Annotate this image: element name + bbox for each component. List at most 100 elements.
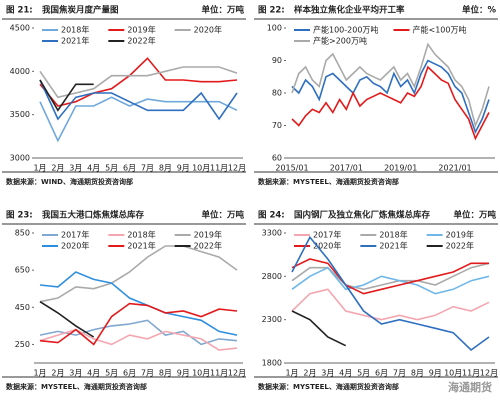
legend-label: 2020年	[61, 241, 89, 251]
x-tick-label: 6月	[375, 369, 388, 378]
x-tick-label: 1月	[33, 164, 46, 173]
x-tick-label: 3月	[321, 369, 334, 378]
source-note: 数据来源：WIND、海通期货投资咨询部	[6, 177, 133, 186]
x-tick-label: 8月	[159, 164, 172, 173]
legend-label: 2019年	[194, 230, 222, 240]
y-tick-label: 1800	[262, 359, 282, 368]
y-tick-label: 60	[272, 154, 282, 163]
x-tick-label: 2015/01	[275, 164, 308, 173]
x-tick-label: 8月	[159, 369, 172, 378]
series-line	[39, 245, 238, 303]
legend-label: 2019年	[446, 230, 474, 240]
unit-label: 单位：万吨	[453, 210, 496, 221]
series-line	[39, 66, 238, 99]
figure-label: 图 23:	[6, 211, 33, 221]
series-line	[39, 96, 238, 143]
series-line	[39, 271, 238, 336]
x-tick-label: 6月	[123, 369, 136, 378]
series-line	[291, 266, 490, 295]
series-line	[39, 302, 238, 346]
series-line	[291, 235, 490, 352]
x-tick-label: 11月	[210, 164, 228, 173]
series-line	[39, 328, 238, 351]
x-tick-label: 1月	[33, 369, 46, 378]
y-tick-label: 70	[272, 121, 282, 130]
y-tick-label: 450	[15, 303, 30, 312]
legend-label: 2018年	[61, 25, 89, 35]
x-tick-label: 7月	[393, 369, 406, 378]
series-line	[291, 59, 490, 135]
unit-label: 单位：%	[462, 5, 497, 16]
y-tick-label: 250	[15, 340, 30, 349]
x-tick-label: 9月	[429, 369, 442, 378]
y-tick-label: 3300	[262, 229, 282, 238]
x-tick-label: 4月	[87, 164, 100, 173]
series-line	[39, 79, 238, 121]
x-tick-label: 12月	[480, 369, 498, 378]
legend-label: 2020年	[194, 25, 222, 35]
legend-label: 产能>200万吨	[313, 36, 367, 46]
figure-label: 图 22:	[258, 6, 285, 16]
series-line	[39, 319, 238, 346]
x-tick-label: 5月	[105, 369, 118, 378]
x-tick-label: 2019/01	[384, 164, 417, 173]
y-tick-label: 4500	[10, 24, 30, 33]
y-tick-label: 4000	[10, 67, 30, 76]
chart-title: 我国五大港口炼焦煤总库存	[42, 210, 145, 221]
chart-title: 我国焦炭月度产量图	[42, 5, 119, 16]
x-tick-label: 9月	[177, 369, 190, 378]
series-line	[291, 288, 490, 321]
y-tick-label: 2800	[262, 272, 282, 281]
legend-label: 2022年	[194, 241, 222, 251]
legend-label: 2022年	[127, 36, 155, 46]
x-tick-label: 5月	[105, 164, 118, 173]
x-tick-label: 7月	[141, 164, 154, 173]
legend-label: 2022年	[446, 241, 474, 251]
legend-label: 2017年	[313, 230, 341, 240]
chart-title: 国内钢厂及独立焦化厂炼焦煤总库存	[294, 210, 431, 221]
x-tick-label: 11月	[462, 369, 480, 378]
x-tick-label: 10月	[192, 369, 210, 378]
series-line	[291, 42, 490, 128]
series-line	[291, 310, 347, 347]
series-line	[291, 262, 490, 291]
y-tick-label: 850	[15, 229, 30, 238]
series-line	[39, 301, 95, 338]
y-tick-label: 80	[272, 89, 282, 98]
x-tick-label: 11月	[210, 369, 228, 378]
legend-label: 2019年	[127, 25, 155, 35]
x-tick-label: 8月	[411, 369, 424, 378]
x-tick-label: 2月	[51, 369, 64, 378]
y-tick-label: 3000	[10, 154, 30, 163]
y-tick-label: 3500	[10, 110, 30, 119]
series-line	[39, 57, 238, 107]
x-tick-label: 2017/01	[330, 164, 363, 173]
figure-label: 图 21:	[6, 6, 33, 16]
x-tick-label: 12月	[228, 369, 246, 378]
unit-label: 单位：万吨	[201, 5, 244, 16]
x-tick-label: 2月	[303, 369, 316, 378]
x-tick-label: 7月	[141, 369, 154, 378]
y-tick-label: 90	[272, 56, 282, 65]
x-tick-label: 2月	[51, 164, 64, 173]
x-tick-label: 10月	[192, 164, 210, 173]
series-line	[291, 258, 489, 295]
legend-label: 2017年	[61, 230, 89, 240]
x-tick-label: 10月	[444, 369, 462, 378]
y-tick-label: 2300	[262, 315, 282, 324]
watermark: 海通期货	[448, 380, 492, 394]
y-tick-label: 650	[15, 266, 30, 275]
chart-title: 样本独立焦化企业平均开工率	[294, 5, 405, 16]
legend-label: 2020年	[313, 241, 341, 251]
source-note: 数据来源：MYSTEEL、海通期货投资咨询部	[258, 177, 399, 186]
x-tick-label: 3月	[69, 369, 82, 378]
x-tick-label: 9月	[177, 164, 190, 173]
x-tick-label: 4月	[87, 369, 100, 378]
x-tick-label: 6月	[123, 164, 136, 173]
x-tick-label: 5月	[357, 369, 370, 378]
source-note: 数据来源：MYSTEEL、海通期货投资咨询部	[6, 382, 147, 391]
series-line	[39, 79, 94, 112]
x-tick-label: 12月	[228, 164, 246, 173]
legend-label: 产能100-200万吨	[313, 25, 378, 35]
